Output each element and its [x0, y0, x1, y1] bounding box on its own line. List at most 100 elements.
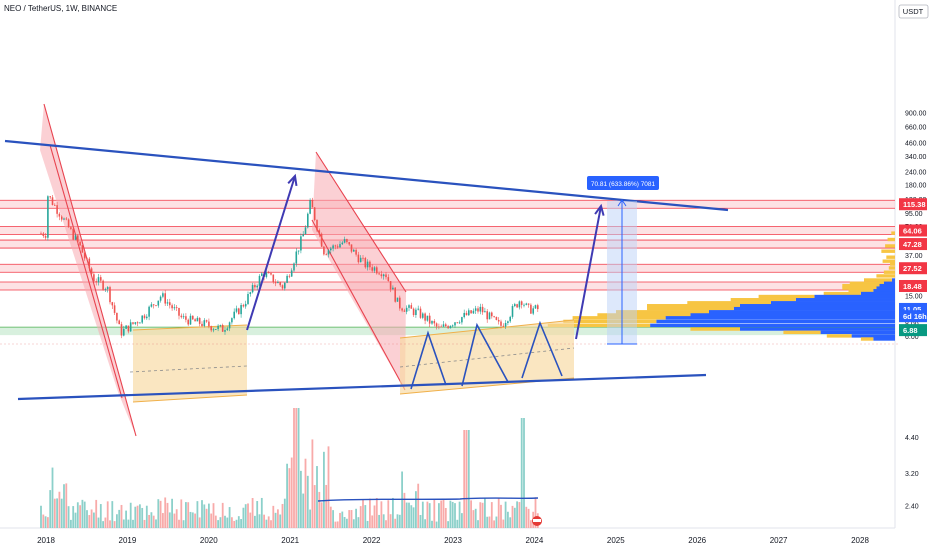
volume-bar [247, 503, 249, 528]
volume-bar [320, 502, 323, 528]
candle-body [376, 267, 378, 274]
volume-bar [488, 516, 491, 528]
volume-bar [162, 513, 164, 528]
candle-body [449, 325, 452, 329]
candle-body [279, 282, 281, 286]
volume-bar [350, 510, 353, 528]
volume-bar [442, 498, 445, 528]
candle-body [95, 281, 97, 283]
volume-bar [235, 519, 238, 528]
candle-body [320, 233, 323, 247]
candle-body [456, 322, 459, 324]
volume-bar [111, 501, 114, 528]
upper-trendline [4, 139, 729, 212]
year-tick-label: 2022 [363, 536, 381, 545]
candle-body [258, 275, 261, 286]
year-tick-label: 2019 [119, 536, 137, 545]
volume-bar [490, 502, 493, 528]
candle-body [113, 305, 116, 313]
candle-body [233, 311, 235, 319]
volume-bar [451, 501, 454, 528]
year-tick-label: 2023 [444, 536, 462, 545]
volume-bar [106, 501, 109, 528]
candle-body [362, 257, 364, 259]
volume-profile-bar [842, 283, 880, 288]
volume-bar [88, 515, 91, 528]
volume-bar [421, 501, 424, 528]
volume-bar [509, 517, 512, 528]
volume-profile-bar [740, 304, 895, 308]
candle-body [300, 236, 302, 251]
volume-bar [346, 518, 348, 528]
resistance-zone [0, 281, 895, 290]
candle-body [387, 277, 390, 282]
candle-body [90, 268, 93, 275]
candle-body [249, 292, 252, 295]
measure-label-box [587, 176, 659, 190]
candle-body [302, 234, 304, 237]
year-tick-label: 2028 [851, 536, 869, 545]
candle-body [203, 320, 206, 327]
volume-bar [76, 502, 79, 528]
volume-bar [433, 499, 436, 528]
volume-bar [267, 516, 270, 528]
volume-bar [300, 470, 302, 528]
price-badge [899, 324, 927, 337]
volume-bar [495, 516, 498, 528]
volume-bar [382, 514, 385, 528]
volume-profile-bar [740, 327, 895, 331]
volume-bar [90, 509, 93, 528]
volume-profile-bar [851, 334, 895, 338]
candle-body [438, 326, 440, 328]
candle-body [74, 235, 77, 240]
down-channel-2018 [40, 104, 136, 436]
candle-body [435, 323, 438, 327]
volume-bar [392, 497, 394, 528]
candle-body [192, 315, 194, 320]
volume-bar [205, 508, 208, 528]
candle-body [412, 308, 415, 316]
volume-bar [525, 506, 528, 528]
volume-bar [486, 516, 489, 528]
volume-bar [129, 502, 132, 528]
volume-bar [166, 502, 169, 528]
volume-bar [318, 491, 321, 528]
volume-bar [277, 509, 279, 528]
volume-bar [403, 492, 406, 528]
volume-bar [380, 501, 383, 528]
candle-body [205, 320, 208, 322]
volume-bar [295, 408, 298, 528]
candle-body [493, 316, 495, 318]
volume-profile-bar [849, 281, 884, 285]
volume-bar [507, 511, 509, 528]
currency-label: USDT [903, 7, 924, 16]
candle-body [396, 297, 399, 302]
candle-body [185, 316, 187, 320]
volume-bar [175, 509, 178, 528]
candle-body [502, 325, 505, 327]
volume-bar [143, 519, 146, 528]
candle-body [445, 324, 447, 327]
volume-bar [435, 521, 438, 528]
measure-label: 70.81 (633.86%) 7081 [591, 181, 656, 188]
candle-body [180, 315, 183, 318]
volume-bar [274, 512, 277, 528]
resistance-zone [0, 264, 895, 273]
candle-body [309, 200, 311, 214]
volume-bar [359, 506, 362, 528]
volume-bar [511, 505, 514, 528]
volume-bar [51, 467, 54, 528]
volume-profile-bar [887, 237, 895, 242]
volume-bar [122, 519, 125, 528]
candle-body [481, 306, 484, 313]
volume-bar [373, 505, 376, 528]
volume-bar [281, 503, 284, 528]
price-tick-label: 460.00 [905, 140, 927, 147]
candle-body [346, 239, 348, 243]
candle-body [332, 245, 334, 249]
candle-body [254, 285, 256, 288]
volume-bar [306, 475, 309, 528]
year-tick-label: 2020 [200, 536, 218, 545]
price-tick-label: 3.20 [905, 471, 919, 478]
